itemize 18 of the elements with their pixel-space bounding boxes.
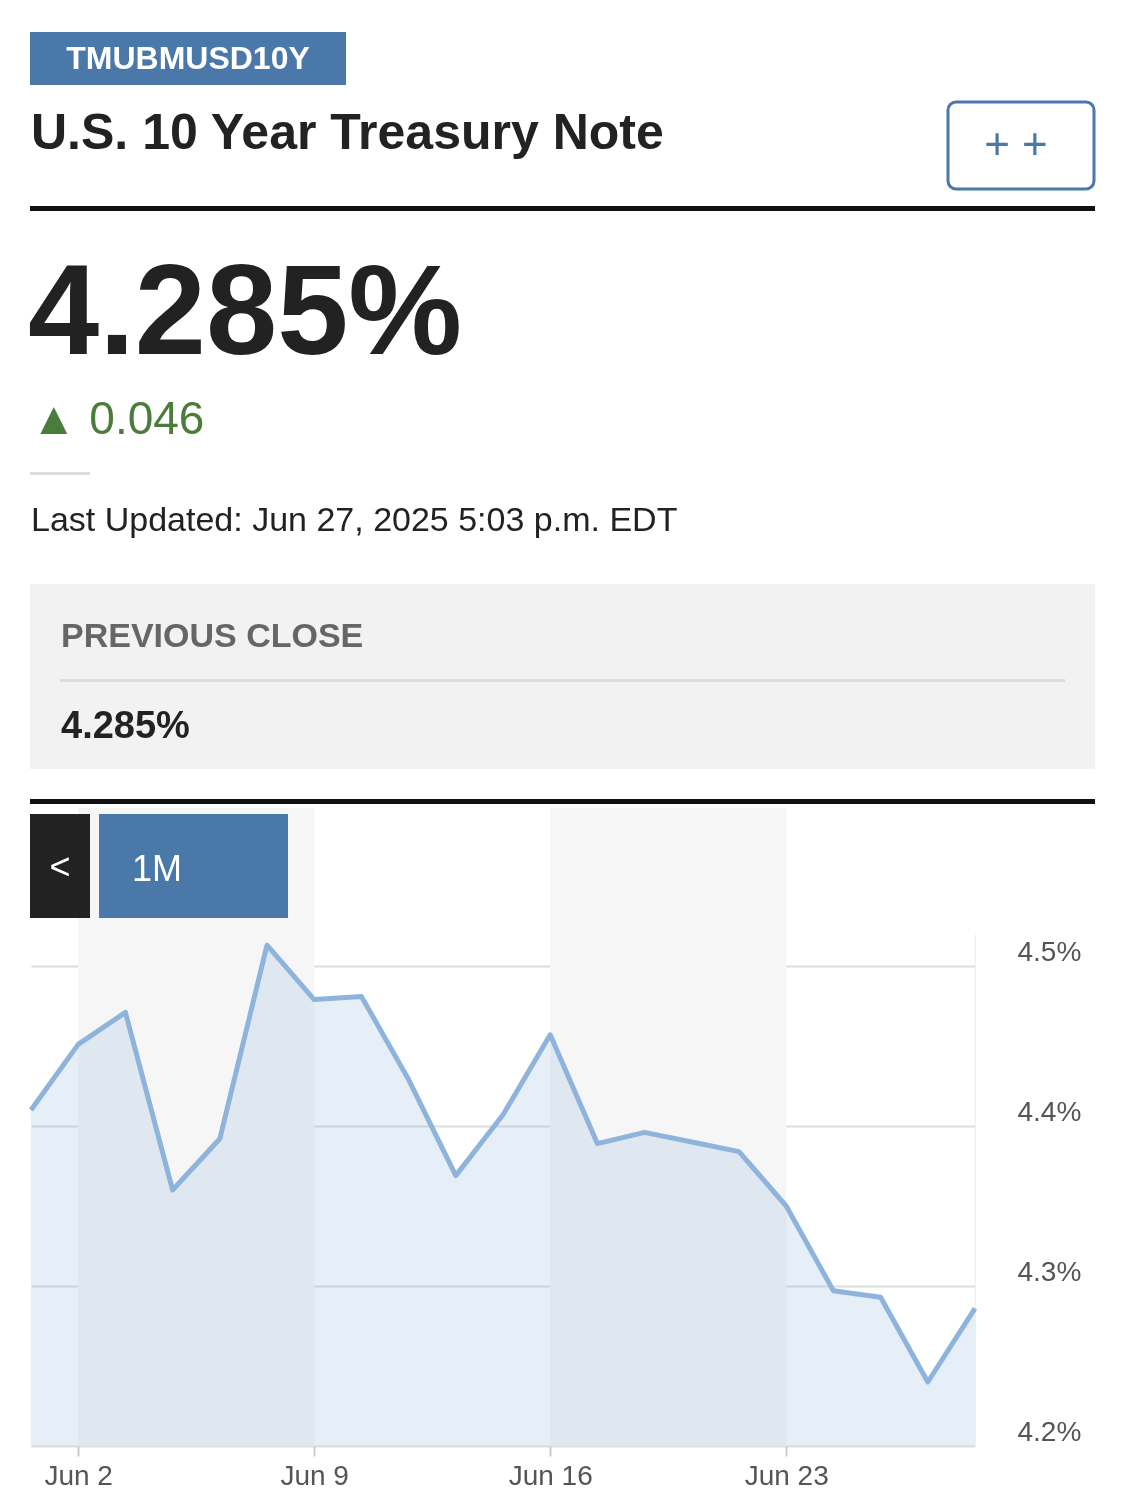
- text: 1M: [132, 848, 183, 889]
- text: Last Updated: Jun 27, 2025 5:03 p.m. EDT: [31, 500, 678, 538]
- chart-title: U.S. 10 Year Treasury Note: [31, 104, 664, 160]
- x-tick-label: Jun 9: [280, 1459, 349, 1491]
- y-tick-label: 4.2%: [1017, 1415, 1082, 1447]
- y-tick-label: 4.5%: [1017, 935, 1082, 967]
- x-tick-label: Jun 16: [508, 1459, 593, 1491]
- text: <: [49, 846, 71, 887]
- text: 4.285%: [28, 238, 463, 381]
- text: TMUBMUSD10Y: [66, 40, 310, 76]
- text: 4.285%: [61, 704, 190, 746]
- text: PREVIOUS CLOSE: [61, 616, 364, 654]
- text: + +: [984, 119, 1048, 168]
- text: ▲ 0.046: [31, 392, 205, 444]
- x-tick-label: Jun 23: [744, 1459, 829, 1491]
- y-tick-label: 4.3%: [1017, 1255, 1082, 1287]
- y-tick-label: 4.4%: [1017, 1095, 1082, 1127]
- x-tick-label: Jun 2: [44, 1459, 113, 1491]
